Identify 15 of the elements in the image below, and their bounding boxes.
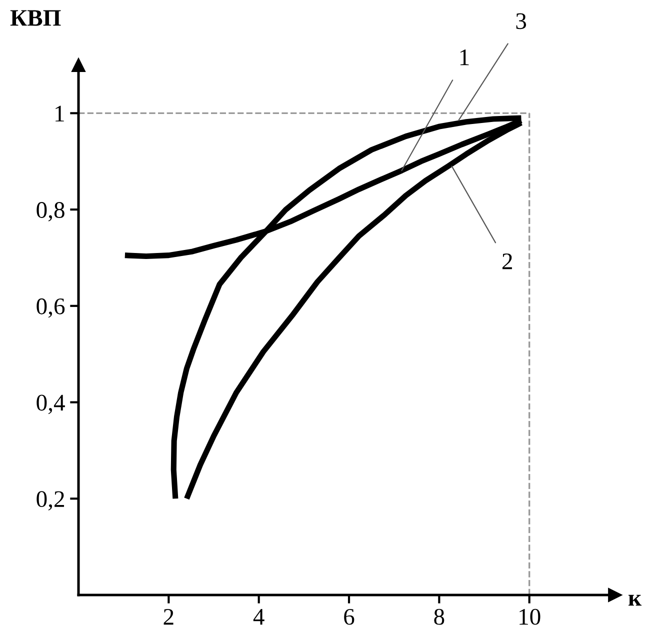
x-axis-title: к bbox=[628, 594, 642, 606]
y-axis-title: КВП bbox=[10, 10, 61, 26]
x-tick-label: 4 bbox=[253, 609, 264, 625]
annotation: 2 bbox=[502, 253, 512, 270]
annotation: 1 bbox=[460, 50, 469, 66]
x-tick-label: 10 bbox=[520, 608, 540, 625]
x-tick-label: 8 bbox=[434, 608, 444, 625]
y-tick-label: 0,6 bbox=[36, 298, 65, 318]
annotation: 3 bbox=[516, 13, 526, 30]
y-tick-label: 1 bbox=[56, 106, 64, 122]
x-tick-label: 6 bbox=[344, 608, 354, 625]
y-tick-label: 0,8 bbox=[36, 202, 64, 222]
y-tick-label: 0,2 bbox=[36, 491, 64, 510]
x-tick-label: 2 bbox=[164, 608, 174, 625]
y-tick-label: 0,4 bbox=[36, 394, 65, 414]
